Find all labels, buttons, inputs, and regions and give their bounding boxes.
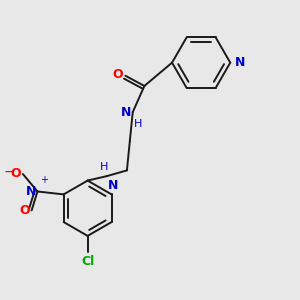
Text: H: H [100, 162, 108, 172]
Text: N: N [26, 185, 36, 198]
Text: N: N [235, 56, 245, 69]
Text: +: + [40, 175, 48, 185]
Text: Cl: Cl [81, 255, 94, 268]
Text: O: O [112, 68, 122, 81]
Text: O: O [20, 204, 30, 217]
Text: O: O [11, 167, 21, 180]
Text: H: H [134, 119, 142, 129]
Text: −: − [4, 165, 16, 179]
Text: N: N [108, 178, 119, 191]
Text: N: N [121, 106, 131, 119]
